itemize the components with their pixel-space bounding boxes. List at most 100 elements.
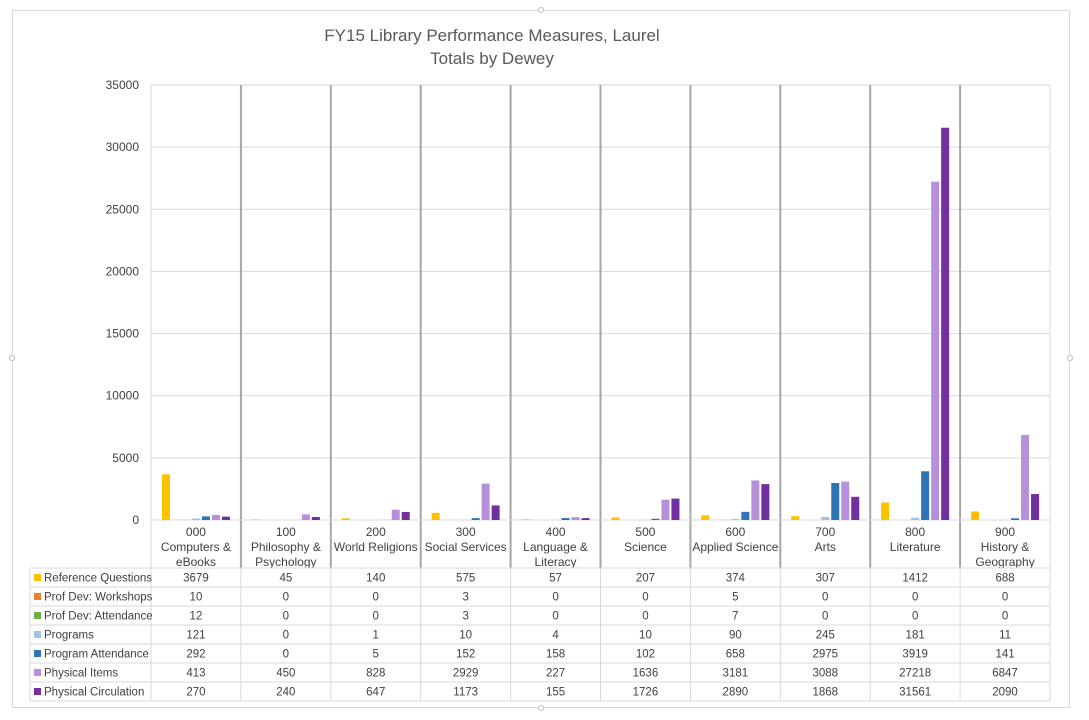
bar-reference-questions-5 — [611, 517, 620, 520]
data-table: Reference Questions 3679 45 140 575 57 207 374 3… — [29, 567, 1051, 702]
table-cell: 240 — [276, 687, 295, 699]
legend-key-4 — [34, 650, 41, 657]
bar-physical-items-2 — [391, 509, 400, 520]
bar-physical-circulation-1 — [311, 517, 320, 520]
table-cell: 57 — [549, 573, 562, 585]
bar-physical-items-4 — [571, 517, 580, 520]
resize-handle-top[interactable] — [538, 7, 544, 13]
bar-program-attendance-7 — [831, 483, 840, 520]
y-tick-label: 5000 — [112, 451, 139, 465]
table-cell: 1868 — [812, 687, 838, 699]
table-cell: 1173 — [453, 687, 478, 699]
bar-physical-items-8 — [931, 181, 940, 520]
table-cell: 10 — [190, 592, 203, 604]
table-cell: 10 — [639, 630, 652, 642]
table-cell: 3 — [462, 592, 468, 604]
bar-programs-8 — [911, 517, 920, 520]
y-tick-label: 20000 — [106, 264, 140, 278]
table-cell: 152 — [456, 649, 475, 661]
bar-physical-circulation-0 — [221, 516, 230, 520]
table-cell: 27218 — [899, 668, 931, 680]
legend-key-0 — [34, 574, 41, 581]
table-cell: 2929 — [453, 668, 479, 680]
chart-subtitle: Totals by Dewey — [430, 49, 554, 68]
bars — [161, 127, 1040, 521]
y-tick-label: 10000 — [106, 389, 140, 403]
category-label: Literature — [890, 540, 941, 554]
bar-program-attendance-6 — [741, 511, 750, 520]
category-label: Psychology — [255, 555, 316, 569]
table-cell: 1 — [373, 630, 379, 642]
category-label: Science — [624, 540, 667, 554]
category-label: Literacy — [535, 555, 577, 569]
table-cell: 140 — [366, 573, 385, 585]
category-label: Computers & — [161, 540, 231, 554]
legend-key-1 — [34, 593, 41, 600]
table-cell: 1636 — [633, 668, 659, 680]
table-cell: 158 — [546, 649, 565, 661]
bar-physical-items-7 — [841, 481, 850, 520]
table-cell: 5 — [732, 592, 738, 604]
table-cell: 0 — [283, 611, 289, 623]
bar-physical-circulation-2 — [401, 511, 410, 520]
table-cell: 2090 — [992, 687, 1018, 699]
table-cell: 575 — [456, 573, 475, 585]
category-label: Arts — [815, 540, 836, 554]
category-label: 900 — [995, 525, 1015, 539]
category-label: 600 — [725, 525, 745, 539]
bar-physical-circulation-6 — [761, 484, 770, 520]
y-tick-label: 30000 — [106, 140, 140, 154]
bar-physical-items-3 — [481, 483, 490, 520]
category-label: Language & — [523, 540, 588, 554]
chart-title: FY15 Library Performance Measures, Laure… — [324, 26, 659, 45]
table-cell: 374 — [726, 573, 746, 585]
legend-label: Reference Questions — [44, 573, 152, 585]
y-tick-label: 0 — [132, 513, 139, 527]
category-label: 400 — [546, 525, 566, 539]
table-cell: 0 — [1002, 592, 1008, 604]
table-cell: 181 — [906, 630, 925, 642]
table-cell: 0 — [552, 611, 558, 623]
bar-physical-items-0 — [211, 514, 220, 520]
bar-physical-circulation-5 — [671, 498, 680, 520]
table-cell: 0 — [283, 630, 289, 642]
bar-reference-questions-8 — [881, 502, 890, 520]
y-axis: 0 5000 10000 15000 20000 25000 30000 35000 — [106, 78, 140, 527]
bar-reference-questions-3 — [431, 512, 440, 520]
table-cell: 102 — [636, 649, 655, 661]
table-cell: 0 — [1002, 611, 1008, 623]
table-cell: 31561 — [899, 687, 931, 699]
category-label: 100 — [276, 525, 296, 539]
table-cell: 0 — [642, 592, 648, 604]
bar-physical-circulation-7 — [851, 496, 860, 520]
category-label: 700 — [815, 525, 835, 539]
table-cell: 90 — [729, 630, 742, 642]
bar-program-attendance-8 — [921, 471, 930, 520]
bar-reference-questions-7 — [791, 516, 800, 520]
table-cell: 5 — [373, 649, 379, 661]
table-cell: 3181 — [723, 668, 749, 680]
category-label: 800 — [905, 525, 925, 539]
table-cell: 292 — [186, 649, 205, 661]
category-label: Social Services — [425, 540, 507, 554]
category-label: eBooks — [176, 555, 216, 569]
category-label: World Religions — [334, 540, 418, 554]
table-cell: 0 — [373, 611, 379, 623]
resize-handle-left[interactable] — [9, 355, 15, 361]
table-cell: 0 — [373, 592, 379, 604]
bar-physical-items-9 — [1021, 434, 1030, 520]
resize-handle-right[interactable] — [1067, 355, 1073, 361]
category-label: 000 — [186, 525, 206, 539]
table-cell: 0 — [912, 592, 918, 604]
legend-label: Program Attendance — [44, 649, 149, 661]
category-label: 200 — [366, 525, 386, 539]
table-cell: 828 — [366, 668, 385, 680]
legend-label: Programs — [44, 630, 94, 642]
table-cell: 0 — [283, 649, 289, 661]
table-cell: 2975 — [812, 649, 838, 661]
bar-program-attendance-3 — [471, 518, 480, 520]
resize-handle-bottom[interactable] — [538, 705, 544, 711]
legend-key-5 — [34, 669, 41, 676]
